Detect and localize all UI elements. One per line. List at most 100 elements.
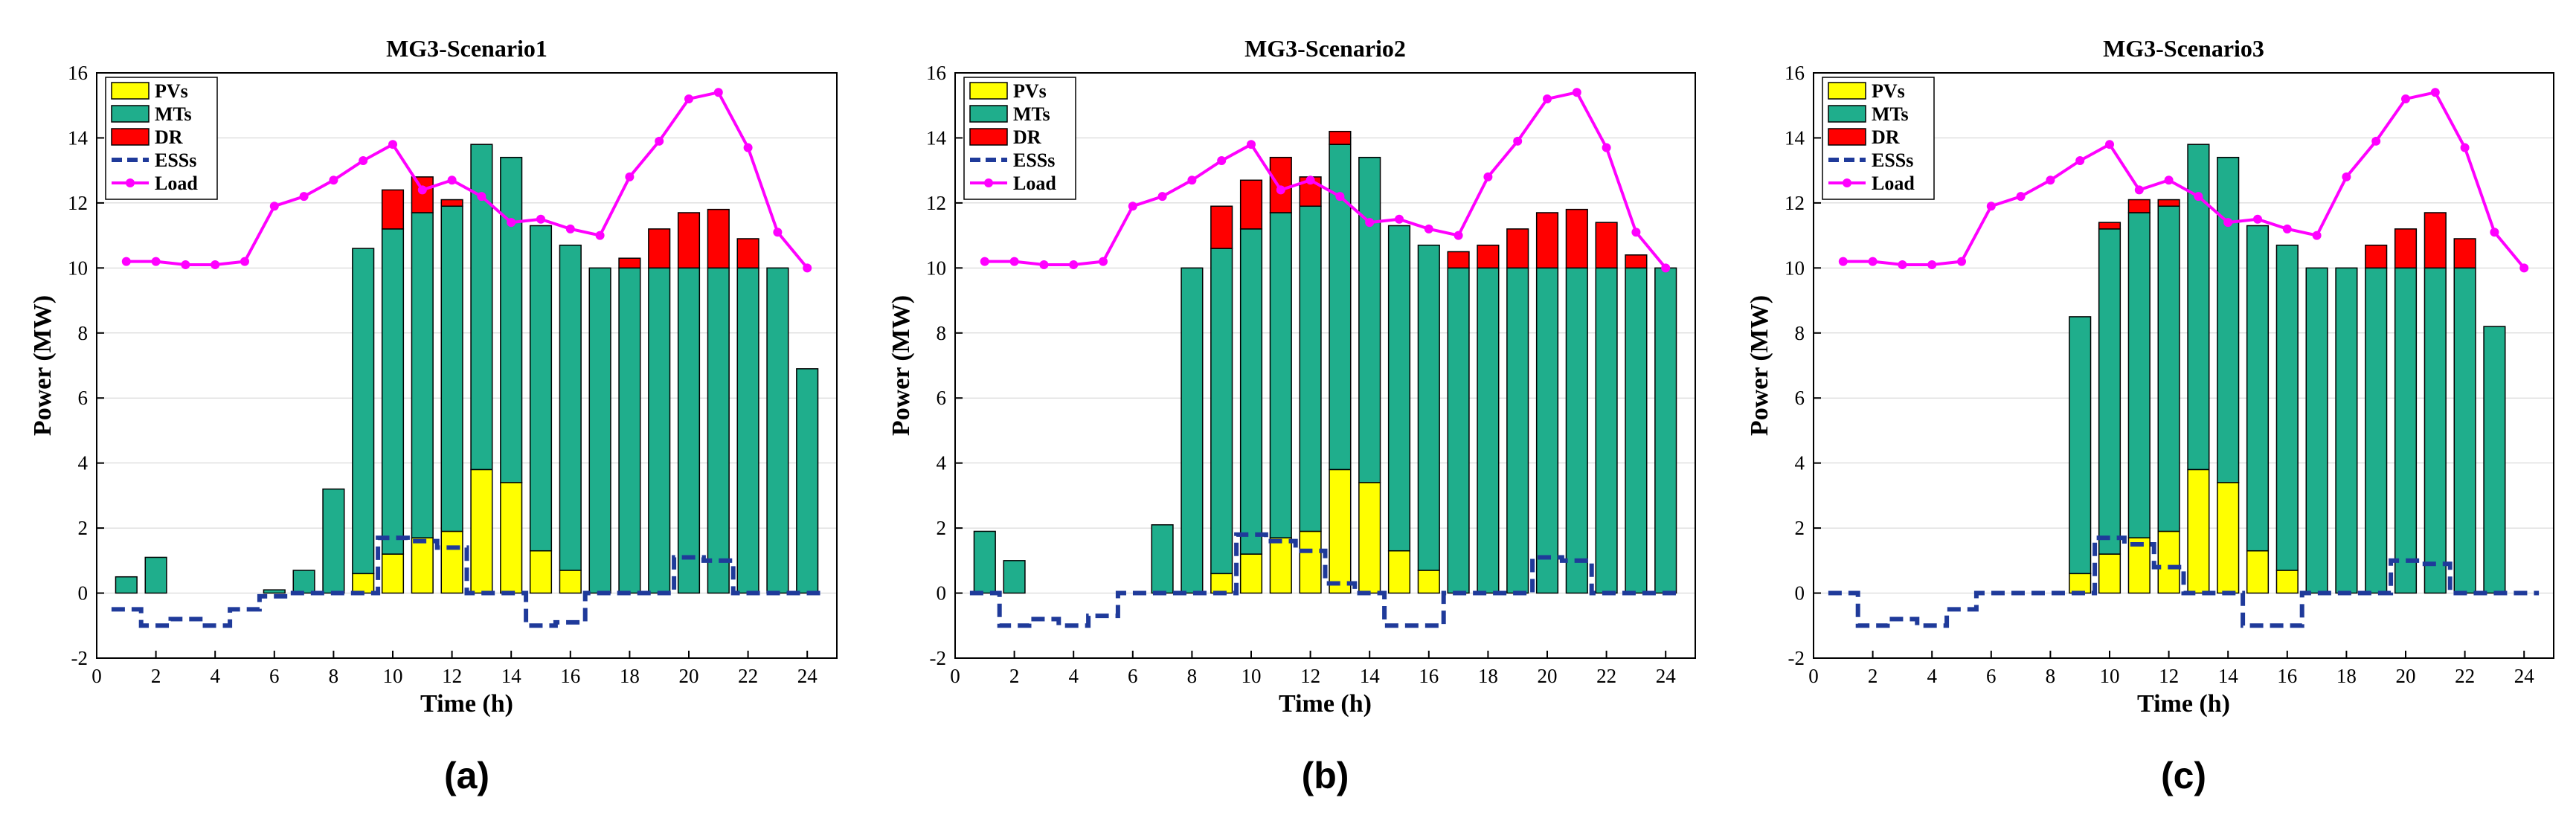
p2-bar-mts-19 [2365, 267, 2388, 594]
p1-load-point-11 [1276, 185, 1285, 195]
p2-bar-pvs-15 [2246, 550, 2270, 594]
p2-load-point-5 [1957, 257, 1966, 266]
p1-xtick-label: 18 [1478, 665, 1498, 687]
p2-bar-pvs-14 [2217, 482, 2240, 594]
p2-load-point-21 [2430, 88, 2440, 97]
p1-load-point-24 [1661, 263, 1671, 273]
p2-bar-mts-22 [2453, 267, 2476, 594]
p1-load-point-18 [1483, 172, 1493, 181]
p2-ytick-label: 0 [1795, 582, 1805, 605]
p0-load-point-18 [625, 172, 635, 181]
p2-bar-mts-18 [2335, 267, 2358, 594]
p0-bar-mts-19 [648, 267, 671, 594]
p2-bar-dr-19 [2365, 244, 2388, 269]
p1-xtick-label: 4 [1068, 665, 1079, 687]
p2-xtick-label: 10 [2100, 665, 2120, 687]
p0-bar-mts-6 [263, 589, 286, 594]
p2-chart-title: MG3-Scenario3 [2103, 35, 2264, 62]
p1-legend-label-load: Load [1013, 173, 1056, 194]
p1-bar-pvs-13 [1329, 468, 1352, 594]
p2-bar-pvs-9 [2069, 573, 2092, 594]
p0-ytick-label: 8 [78, 322, 89, 344]
p2-load-point-19 [2371, 136, 2381, 146]
p1-bar-dr-13 [1329, 130, 1352, 145]
p1-load-point-9 [1217, 156, 1227, 166]
p1-xtick-label: 22 [1596, 665, 1616, 687]
p0-bar-mts-24 [796, 368, 819, 594]
p1-bar-pvs-9 [1210, 573, 1233, 594]
p0-load-point-17 [595, 231, 605, 240]
p1-bar-mts-8 [1181, 267, 1204, 594]
p0-bar-mts-16 [559, 244, 582, 571]
p1-ytick-label: 6 [937, 387, 947, 409]
p0-legend-label-load: Load [155, 173, 198, 194]
p0-xaxis-label: Time (h) [420, 690, 513, 718]
p1-xtick-label: 24 [1656, 665, 1677, 687]
p1-panel-label: (b) [1302, 755, 1349, 796]
p2-ytick-label: 14 [1785, 126, 1805, 149]
p1-load-point-23 [1631, 228, 1641, 237]
p0-xtick-label: 4 [210, 665, 220, 687]
p0-bar-pvs-15 [529, 550, 553, 594]
p0-chart-title: MG3-Scenario1 [386, 35, 547, 62]
p0-legend-label-dr: DR [155, 126, 183, 148]
p2-ytick-label: 10 [1785, 257, 1805, 279]
p1-xtick-label: 16 [1419, 665, 1439, 687]
p1-xtick-label: 20 [1538, 665, 1558, 687]
p1-xtick-label: 14 [1360, 665, 1381, 687]
p0-load-point-3 [181, 260, 190, 269]
p2-load-point-6 [1986, 202, 1996, 211]
p0-load-point-14 [507, 218, 516, 228]
p0-ytick-label: 2 [78, 517, 89, 539]
p2-bar-pvs-10 [2098, 553, 2121, 594]
p1-load-point-12 [1305, 175, 1315, 185]
p1-bar-dr-18 [1477, 244, 1500, 269]
p0-bar-pvs-11 [411, 537, 434, 594]
p1-load-point-17 [1454, 231, 1463, 240]
p1-ytick-label: -2 [930, 647, 947, 669]
p0-bar-pvs-13 [470, 468, 493, 594]
p2-bar-mts-12 [2157, 205, 2180, 532]
p2-load-point-12 [2164, 175, 2174, 185]
p2-load-point-2 [1868, 257, 1878, 266]
p2-xtick-label: 6 [1986, 665, 1997, 687]
p0-load-point-24 [803, 263, 812, 273]
p2-xtick-label: 24 [2514, 665, 2535, 687]
p0-legend-label-pvs: PVs [155, 80, 188, 102]
p1-bar-dr-10 [1239, 179, 1263, 230]
p0-xtick-label: 22 [738, 665, 758, 687]
p0-bar-mts-22 [736, 267, 759, 594]
p0-load-point-20 [684, 94, 693, 103]
p2-load-point-15 [2253, 214, 2262, 224]
p2-load-point-18 [2342, 172, 2351, 181]
p0-xtick-label: 6 [269, 665, 280, 687]
p2-legend-swatch-mts [1828, 105, 1866, 123]
p1-bar-pvs-16 [1417, 570, 1440, 594]
p1-xtick-label: 0 [950, 665, 960, 687]
p2-bar-pvs-12 [2157, 530, 2180, 594]
p2-load-point-7 [2016, 192, 2026, 202]
p0-bar-dr-18 [618, 257, 641, 269]
p1-bar-dr-23 [1625, 254, 1648, 269]
p0-bar-dr-12 [440, 199, 463, 207]
p1-ytick-label: 2 [937, 517, 947, 539]
p0-xtick-label: 16 [560, 665, 580, 687]
p1-bar-dr-9 [1210, 205, 1233, 249]
p1-load-point-5 [1099, 257, 1108, 266]
p0-ytick-label: 14 [68, 126, 89, 149]
p2-load-point-10 [2105, 140, 2114, 149]
p0-axes-frame [96, 72, 838, 659]
p0-ytick-label: 0 [78, 582, 89, 605]
p0-legend-swatch-dr [111, 128, 150, 146]
p2-bar-pvs-16 [2275, 570, 2299, 594]
p0-bar-mts-10 [381, 228, 405, 555]
p0-series-load [126, 90, 809, 269]
p1-bar-pvs-10 [1239, 553, 1263, 594]
p0-load-point-2 [151, 257, 161, 266]
p1-legend-label-esss: ESSs [1013, 149, 1055, 171]
p0-bar-pvs-16 [559, 570, 582, 594]
p2-load-point-13 [2194, 192, 2203, 202]
p1-bar-mts-24 [1654, 267, 1677, 594]
